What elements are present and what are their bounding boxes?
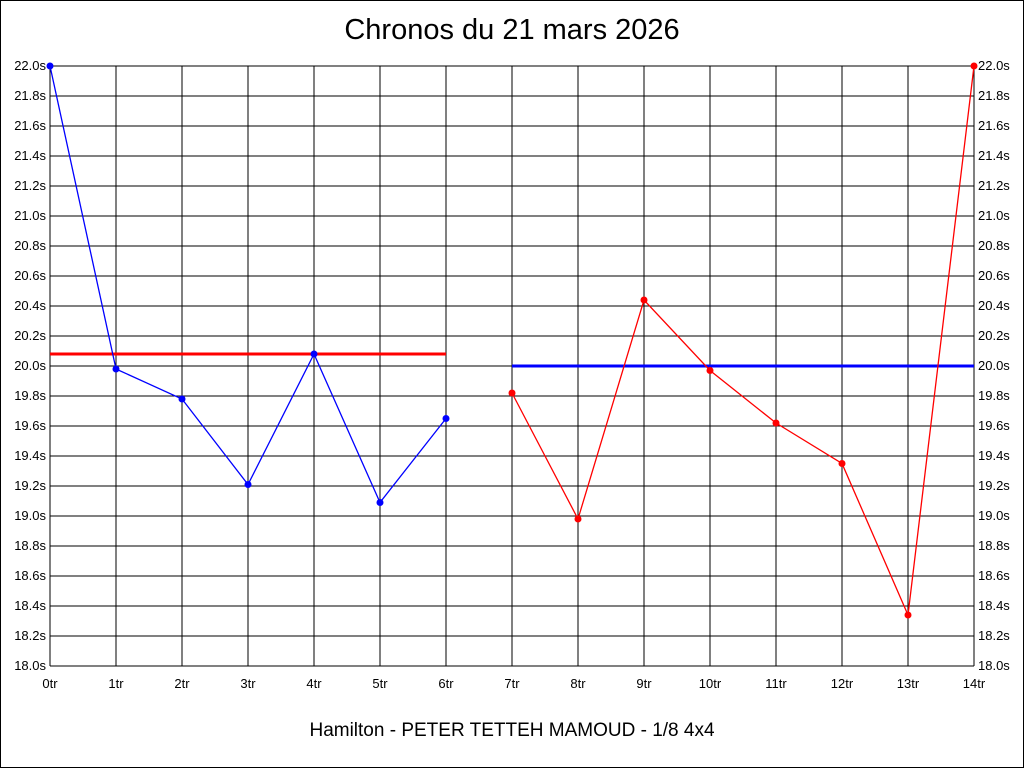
y-tick-label-left: 21.4s: [14, 148, 46, 163]
x-tick-label: 8tr: [570, 676, 586, 691]
y-tick-label-right: 20.8s: [978, 238, 1010, 253]
y-tick-label-right: 18.0s: [978, 658, 1010, 673]
y-tick-label-left: 21.2s: [14, 178, 46, 193]
x-tick-label: 14tr: [963, 676, 986, 691]
y-tick-label-left: 21.0s: [14, 208, 46, 223]
y-tick-label-right: 22.0s: [978, 58, 1010, 73]
y-tick-label-right: 18.8s: [978, 538, 1010, 553]
data-point: [310, 350, 318, 358]
y-tick-label-left: 18.8s: [14, 538, 46, 553]
x-axis: 0tr 1tr 2tr 3tr 4tr 5tr 6tr 7tr 8tr 9tr 10tr 11tr 12…: [42, 676, 985, 691]
y-tick-label-right: 18.4s: [978, 598, 1010, 613]
data-point: [442, 415, 450, 422]
data-point: [904, 611, 912, 619]
y-tick-label-right: 18.6s: [978, 568, 1010, 583]
series: [46, 62, 978, 619]
y-tick-label-left: 20.2s: [14, 328, 46, 343]
y-tick-label-right: 20.6s: [978, 268, 1010, 283]
y-tick-label-right: 20.4s: [978, 298, 1010, 313]
y-tick-label-right: 19.0s: [978, 508, 1010, 523]
y-tick-label-left: 19.4s: [14, 448, 46, 463]
x-tick-label: 1tr: [108, 676, 124, 691]
x-tick-label: 7tr: [504, 676, 520, 691]
x-tick-label: 11tr: [765, 676, 787, 691]
x-tick-label: 3tr: [240, 676, 256, 691]
y-tick-label-left: 18.0s: [14, 658, 46, 673]
data-point: [376, 499, 384, 506]
y-tick-label-right: 20.0s: [978, 358, 1010, 373]
chart-title: Chronos du 21 mars 2026: [344, 14, 680, 46]
y-tick-label-left: 18.4s: [14, 598, 46, 613]
y-tick-label-left: 20.0s: [14, 358, 46, 373]
data-point: [706, 367, 714, 374]
series-line: [511, 65, 975, 618]
y-tick-label-left: 19.2s: [14, 478, 46, 493]
y-tick-label-left: 19.8s: [14, 388, 46, 403]
data-point: [508, 389, 516, 397]
data-point: [46, 62, 54, 70]
data-point: [772, 419, 780, 427]
y-tick-label-right: 21.0s: [978, 208, 1010, 223]
y-tick-label-left: 18.6s: [14, 568, 46, 583]
x-tick-label: 2tr: [174, 676, 190, 691]
x-tick-label: 12tr: [831, 676, 854, 691]
y-tick-label-left: 20.8s: [14, 238, 46, 253]
chart-subtitle: Hamilton - PETER TETTEH MAMOUD - 1/8 4x4: [309, 720, 715, 741]
data-point: [838, 460, 846, 467]
y-tick-label-right: 20.2s: [978, 328, 1010, 343]
y-tick-label-left: 18.2s: [14, 628, 46, 643]
y-tick-label-right: 21.2s: [978, 178, 1010, 193]
y-tick-label-left: 20.6s: [14, 268, 46, 283]
data-point: [244, 481, 252, 488]
y-tick-label-right: 19.2s: [978, 478, 1010, 493]
y-axis-left: 18.0s 18.2s 18.4s 18.6s 18.8s 19.0s 19.2s 19.4s…: [14, 58, 46, 673]
data-point: [112, 365, 120, 373]
x-tick-label: 4tr: [306, 676, 322, 691]
y-tick-label-right: 19.8s: [978, 388, 1010, 403]
y-tick-label-left: 21.6s: [14, 118, 46, 133]
y-tick-label-right: 19.4s: [978, 448, 1010, 463]
x-tick-label: 10tr: [699, 676, 722, 691]
data-point: [574, 515, 582, 523]
x-tick-label: 0tr: [42, 676, 58, 691]
x-tick-label: 6tr: [438, 676, 454, 691]
y-tick-label-left: 20.4s: [14, 298, 46, 313]
data-point: [178, 395, 186, 403]
y-tick-label-right: 21.6s: [978, 118, 1010, 133]
y-tick-label-left: 21.8s: [14, 88, 46, 103]
y-axis-right: 18.0s 18.2s 18.4s 18.6s 18.8s 19.0s 19.2s 19.4s…: [978, 58, 1010, 673]
y-tick-label-right: 21.8s: [978, 88, 1010, 103]
y-tick-label-left: 19.6s: [14, 418, 46, 433]
y-tick-label-right: 21.4s: [978, 148, 1010, 163]
y-tick-label-left: 22.0s: [14, 58, 46, 73]
x-tick-label: 13tr: [897, 676, 920, 691]
y-tick-label-right: 18.2s: [978, 628, 1010, 643]
data-point: [640, 296, 648, 304]
reference-lines: [50, 352, 974, 368]
y-tick-label-left: 19.0s: [14, 508, 46, 523]
data-point: [970, 62, 978, 70]
x-tick-label: 9tr: [636, 676, 652, 691]
y-tick-label-right: 19.6s: [978, 418, 1010, 433]
x-tick-label: 5tr: [372, 676, 388, 691]
